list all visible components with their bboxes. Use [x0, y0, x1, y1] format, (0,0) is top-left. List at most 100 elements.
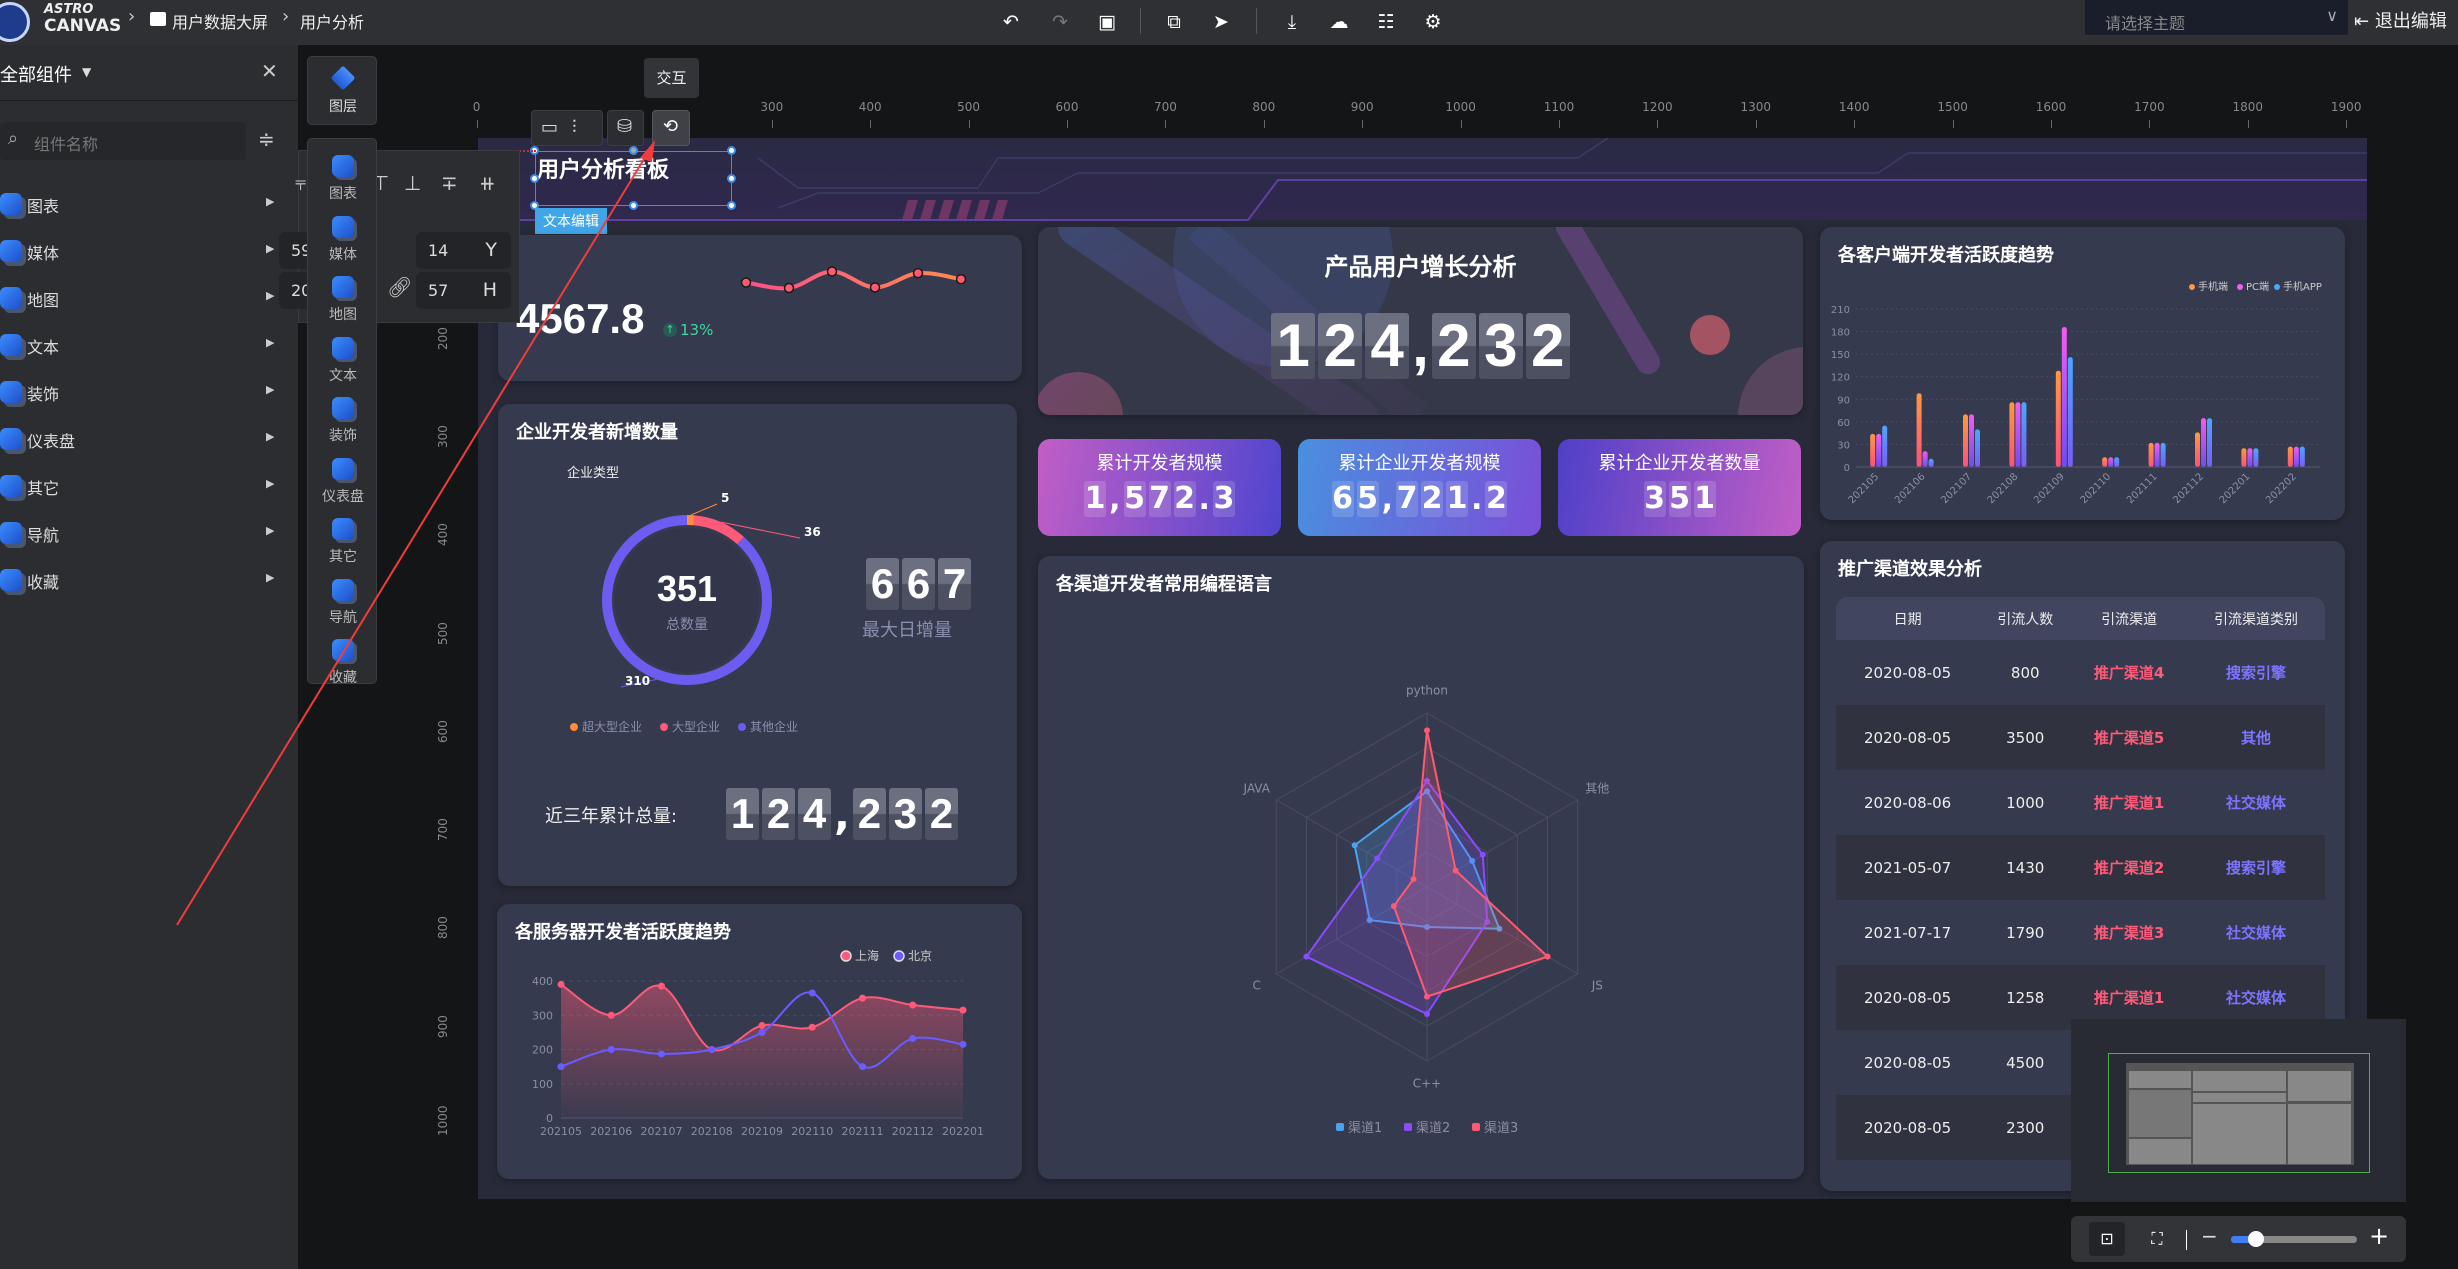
align-middle-icon[interactable]: ∓ [441, 171, 458, 195]
channel-type-cell: 社交媒体 [2225, 924, 2286, 942]
collapse-all-icon[interactable]: ≑ [258, 127, 275, 151]
undo-icon[interactable]: ↶ [1003, 11, 1019, 33]
zoom-in-icon[interactable]: + [2369, 1222, 2390, 1250]
download-icon[interactable]: ⤓ [1287, 11, 1297, 33]
x-tick-label: 202111 [2125, 471, 2160, 506]
x-tick-label: 202105 [540, 1125, 582, 1138]
table-row[interactable]: 2020-08-06 1000 推广渠道1 社交媒体 [1836, 770, 2325, 835]
minimap-viewport[interactable] [2108, 1053, 2370, 1173]
flip-digit: 1 [1271, 312, 1316, 379]
ruler-label: 1700 [2134, 100, 2165, 114]
page-settings-icon[interactable]: ⚙ [1424, 11, 1442, 33]
radar-indicator-label: 其他 [1585, 782, 1609, 796]
quick-item[interactable]: 媒体 [308, 214, 378, 274]
align-left-icon[interactable]: ⫧ [295, 171, 307, 195]
exit-icon: ⇤ [2354, 11, 2370, 32]
panel-title[interactable]: 全部组件 [0, 65, 72, 86]
table-row[interactable]: 2020-08-05 800 推广渠道4 搜索引擎 [1836, 640, 2325, 705]
h-input[interactable]: 57 H [416, 272, 511, 309]
sidebar-item[interactable]: 媒体 ▶ [0, 232, 290, 272]
data-source-button[interactable]: ⛁ [607, 110, 644, 146]
breadcrumb-screen[interactable]: 用户数据大屏 [172, 13, 269, 32]
data-point [808, 989, 816, 997]
data-point [658, 982, 665, 990]
quick-item[interactable]: 地图 [308, 274, 378, 334]
y-tick-label: 200 [532, 1044, 553, 1057]
category-icon [332, 336, 354, 359]
bar [2154, 442, 2160, 467]
sidebar-item[interactable]: 其它 ▶ [0, 467, 290, 507]
publish-icon[interactable]: ➤ [1213, 11, 1229, 33]
card-title: 各渠道开发者常用编程语言 [1056, 574, 1272, 595]
table-header-cell: 引流渠道 [2071, 597, 2187, 640]
visitors-cell: 1430 [1979, 835, 2072, 900]
upload-cloud-icon[interactable]: ☁ [1329, 11, 1349, 33]
zoom-out-icon[interactable]: − [2201, 1224, 2218, 1248]
theme-select[interactable]: 请选择主题 ∨ [2085, 0, 2348, 36]
sliders-icon[interactable]: ⫶ [572, 117, 577, 138]
radar-indicator-label: JAVA [1243, 782, 1271, 796]
legend-item[interactable]: 大型企业 [660, 718, 720, 735]
quick-item[interactable]: 装饰 [308, 395, 378, 455]
exit-edit-button[interactable]: ⇤ 退出编辑 [2354, 7, 2447, 33]
legend-item[interactable]: 其他企业 [738, 718, 798, 735]
sidebar-item[interactable]: 装饰 ▶ [0, 373, 290, 413]
table-row[interactable]: 2021-05-07 1430 推广渠道2 搜索引擎 [1836, 835, 2325, 900]
quick-item[interactable]: 图表 [308, 153, 378, 213]
quick-item[interactable]: 文本 [308, 335, 378, 395]
breadcrumb-page[interactable]: 用户分析 [300, 13, 365, 32]
table-row[interactable]: 2021-07-17 1790 推广渠道3 社交媒体 [1836, 900, 2325, 965]
resize-handle[interactable] [727, 174, 736, 183]
legend-item[interactable]: 超大型企业 [570, 718, 642, 735]
layers-button[interactable]: 图层 [307, 56, 377, 125]
align-center-icon[interactable]: ⧺ [479, 171, 496, 195]
sidebar-item[interactable]: 导航 ▶ [0, 514, 290, 554]
close-icon[interactable]: ✕ [261, 59, 278, 83]
caret-right-icon: ▶ [266, 571, 275, 584]
preview-icon[interactable]: ⧉ [1167, 11, 1181, 33]
caret-down-icon[interactable]: ▼ [82, 65, 92, 79]
legend-label: 上海 [855, 948, 879, 963]
minimap[interactable] [2071, 1019, 2406, 1202]
resize-handle[interactable] [727, 146, 736, 155]
component-quick-toolbar: 图表 媒体 地图 文本 装饰 仪表盘 其它 导航 收藏 [307, 138, 378, 686]
settings-sliders-icon[interactable]: ☷ [1377, 11, 1395, 33]
quick-item[interactable]: 仪表盘 [308, 456, 378, 516]
y-input[interactable]: 14 Y [416, 232, 511, 269]
sidebar-item[interactable]: 地图 ▶ [0, 279, 290, 319]
sidebar-item[interactable]: 文本 ▶ [0, 326, 290, 366]
table-row[interactable]: 2020-08-05 3500 推广渠道5 其他 [1836, 705, 2325, 770]
resize-handle[interactable] [530, 174, 539, 183]
selection-box[interactable] [535, 151, 732, 206]
sidebar-item[interactable]: 仪表盘 ▶ [0, 420, 290, 460]
ruler-label: 800 [436, 916, 450, 940]
quick-item[interactable]: 其它 [308, 516, 378, 576]
category-icon [0, 193, 22, 215]
x-tick-label: 202107 [641, 1125, 683, 1138]
component-search-input[interactable]: ⌕ 组件名称 [0, 122, 246, 160]
zoom-slider-handle[interactable] [2248, 1231, 2265, 1247]
image-style-icon[interactable]: ▭ [541, 117, 559, 138]
flip-separator: . [1471, 481, 1483, 517]
resize-handle[interactable] [629, 146, 638, 155]
resize-handle[interactable] [727, 201, 736, 210]
redo-icon[interactable]: ↷ [1052, 11, 1068, 33]
text-edit-tag[interactable]: 文本编辑 [535, 208, 607, 234]
bar [1928, 458, 1934, 467]
sidebar-item[interactable]: 图表 ▶ [0, 185, 290, 225]
quick-item[interactable]: 收藏 [308, 637, 378, 697]
bar [2114, 457, 2120, 467]
x-tick-label: 202106 [1893, 471, 1928, 506]
save-icon[interactable]: ▣ [1098, 11, 1116, 33]
link-icon[interactable]: 🔗︎ [387, 275, 413, 299]
table-row[interactable]: 2020-08-05 4500 [1836, 1030, 2325, 1095]
fit-icon[interactable]: ⊡ [2089, 1222, 2125, 1256]
quick-item[interactable]: 导航 [308, 577, 378, 637]
align-bottom-icon[interactable]: ⊥ [404, 171, 422, 195]
resize-handle[interactable] [629, 201, 638, 210]
sidebar-item[interactable]: 收藏 ▶ [0, 561, 290, 601]
interaction-button[interactable]: ⟲ [652, 110, 690, 146]
fullscreen-icon[interactable]: ⛶ [2151, 1229, 2163, 1248]
zoom-slider[interactable] [2231, 1231, 2357, 1247]
